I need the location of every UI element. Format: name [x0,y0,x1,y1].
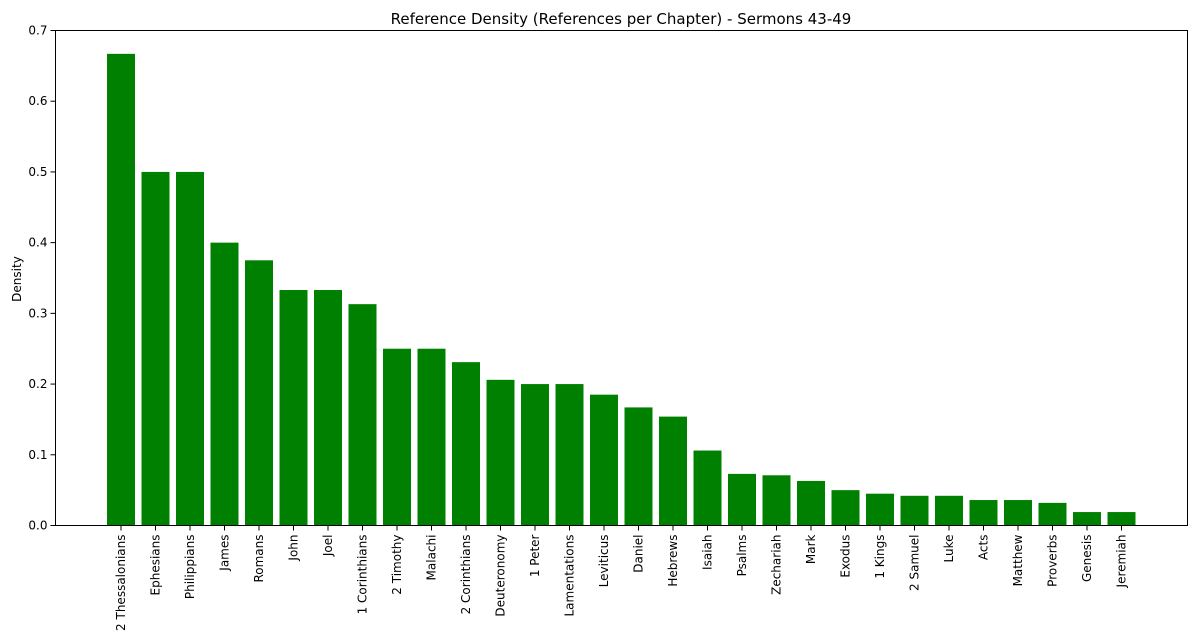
x-tick-label: Ephesians [149,535,163,596]
bar-mark [797,480,825,526]
y-tick-label: 0.3 [28,306,47,320]
x-ticks-group: 2 Thessalonians Ephesians Philippians James… [114,525,1129,631]
plot-frame [55,30,1188,526]
bar-proverbs [1038,502,1067,526]
x-tick-label: Mark [804,534,818,564]
x-tick-label: Deuteronomy [494,535,508,617]
x-tick-label: Isaiah [701,535,715,570]
bar-1-kings [866,493,894,526]
bar-lamentations [555,384,584,526]
x-tick-label: Exodus [839,535,853,578]
x-tick-label: 1 Peter [528,534,542,577]
bar-romans [245,260,273,526]
y-axis-label: Density [10,256,24,302]
y-ticks-group: 0.0 0.1 0.2 0.3 0.4 0.5 0.6 0.7 [28,24,56,533]
bar-2-corinthians [452,362,480,526]
y-tick-label: 0.2 [28,377,47,391]
bar-malachi [417,348,446,526]
x-tick-label: Daniel [632,535,646,573]
bar-deuteronomy [486,379,515,526]
x-tick-label: Lamentations [563,535,577,617]
x-tick-label: Philippians [183,535,197,600]
bar-leviticus [590,394,618,526]
bar-psalms [728,473,756,526]
bar-2-samuel [900,495,929,526]
x-tick-label: Acts [977,535,991,561]
bar-2-thessalonians [107,53,135,526]
x-tick-label: John [287,535,301,562]
bar-philippians [176,171,204,526]
x-tick-label: Zechariah [770,535,784,595]
x-tick-label: James [218,535,232,572]
x-tick-label: 2 Samuel [908,535,922,591]
bar-james [210,242,239,526]
bar-joel [314,290,342,526]
y-tick-label: 0.1 [28,448,47,462]
x-tick-label: 2 Corinthians [459,535,473,615]
bars-group [107,53,1136,526]
y-tick-label: 0.4 [28,236,47,250]
bar-1-peter [521,384,549,526]
x-tick-label: Genesis [1080,535,1094,583]
y-tick-label: 0.7 [28,24,47,38]
x-tick-label: Malachi [425,535,439,581]
x-tick-label: Jeremiah [1115,535,1129,589]
bar-isaiah [693,450,722,526]
y-tick-label: 0.0 [28,519,47,533]
x-tick-label: Luke [942,535,956,563]
bar-jeremiah [1107,512,1136,526]
x-tick-label: 2 Timothy [390,535,404,595]
x-tick-label: Matthew [1011,534,1025,586]
x-tick-label: 2 Thessalonians [114,535,128,631]
bar-exodus [831,490,860,526]
x-tick-label: Proverbs [1046,535,1060,587]
bar-2-timothy [383,348,411,526]
x-tick-label: Joel [321,535,335,558]
bar-zechariah [762,475,791,526]
bar-ephesians [141,171,170,526]
x-tick-label: 1 Kings [873,535,887,579]
x-tick-label: Romans [252,535,266,583]
chart-title: Reference Density (References per Chapte… [391,10,852,28]
bar-1-corinthians [348,304,377,526]
y-tick-label: 0.5 [28,165,47,179]
bar-luke [935,495,963,526]
bar-daniel [624,407,653,526]
bar-genesis [1073,512,1101,526]
x-tick-label: Hebrews [666,535,680,587]
x-tick-label: Leviticus [597,535,611,588]
x-tick-label: Psalms [735,535,749,577]
bar-acts [969,500,998,526]
bar-john [279,290,308,526]
bar-matthew [1004,500,1032,526]
x-tick-label: 1 Corinthians [356,535,370,615]
bar-hebrews [659,416,687,526]
y-tick-label: 0.6 [28,94,47,108]
